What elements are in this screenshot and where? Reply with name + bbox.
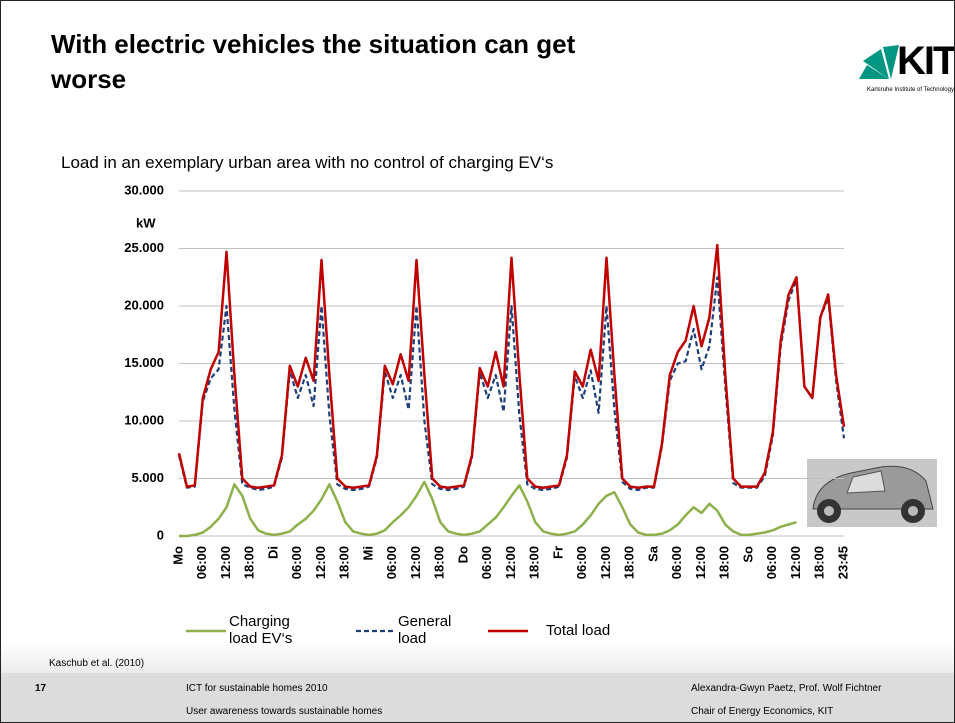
footer-text: ICT for sustainable homes 2010 — [186, 683, 328, 694]
source: Kaschub et al. (2010) — [49, 658, 145, 669]
x-tick-label: 12:00 — [218, 546, 233, 579]
series-line — [177, 276, 846, 492]
footer-text: Alexandra-Gwyn Paetz, Prof. Wolf Fichtne… — [691, 683, 882, 694]
x-tick-label: Di — [265, 546, 280, 559]
legend-label: Total load — [546, 622, 611, 639]
x-tick-label: Do — [455, 546, 470, 563]
car — [807, 459, 937, 527]
x-tick-label: 06:00 — [194, 546, 209, 579]
y-tick-label: 15.000 — [124, 355, 164, 370]
x-tick-label: 18:00 — [242, 546, 257, 579]
x-tick-label: Mo — [170, 546, 185, 565]
x-tick-label: 06:00 — [384, 546, 399, 579]
chart: kW 0 5.000 10.000 15.000 20.000 25.000 30.000 M… — [124, 182, 937, 633]
footer: 17 ICT for sustainable homes 2010 User a… — [1, 673, 954, 722]
series-line — [179, 480, 797, 538]
legend-label: Charging load EV‘s — [229, 613, 293, 647]
x-tick-label: 18:00 — [337, 546, 352, 579]
x-tick-label: 12:00 — [788, 546, 803, 579]
x-tick-label: So — [740, 546, 755, 563]
x-tick-label: 18:00 — [527, 546, 542, 579]
x-tick-label: 18:00 — [622, 546, 637, 579]
x-tick-label: 06:00 — [574, 546, 589, 579]
chart-title: Load in an exemplary urban area with no … — [61, 153, 554, 172]
y-tick-label: 5.000 — [131, 470, 164, 485]
x-tick-label: 12:00 — [503, 546, 518, 579]
slide-title: With electric vehicles the situation can… — [51, 29, 576, 94]
y-tick-label: 0 — [157, 527, 164, 542]
legend-label: General load — [398, 613, 452, 647]
page-number: 17 — [35, 683, 47, 694]
x-tick-label: Mi — [360, 546, 375, 560]
y-tick-label: 25.000 — [124, 240, 164, 255]
series-line — [177, 243, 846, 489]
logo-subtitle: Karlsruhe Institute of Technology — [867, 87, 954, 93]
x-tick-label: Sa — [645, 545, 660, 562]
x-tick-label: 12:00 — [313, 546, 328, 579]
logo-text: KIT — [897, 39, 955, 83]
background-band — [1, 641, 954, 673]
footer-text: User awareness towards sustainable homes — [186, 706, 383, 717]
x-tick-label: 18:00 — [812, 546, 827, 579]
x-tick-label: 06:00 — [669, 546, 684, 579]
x-tick-label: 12:00 — [693, 546, 708, 579]
x-tick-label: 12:00 — [408, 546, 423, 579]
x-tick-label: Fr — [550, 546, 565, 559]
logo-mark — [859, 45, 899, 79]
x-tick-label: 06:00 — [764, 546, 779, 579]
x-tick-label: 18:00 — [432, 546, 447, 579]
x-tick-label: 23:45 — [835, 546, 850, 579]
y-tick-label: 30.000 — [124, 182, 164, 197]
logo: KIT — [859, 39, 954, 88]
y-axis-label: kW — [136, 215, 156, 230]
x-tick-label: 18:00 — [717, 546, 732, 579]
y-tick-label: 20.000 — [124, 297, 164, 312]
y-tick-label: 10.000 — [124, 412, 164, 427]
x-tick-label: 12:00 — [598, 546, 613, 579]
x-tick-label: 06:00 — [289, 546, 304, 579]
x-tick-label: 06:00 — [479, 546, 494, 579]
footer-text: Chair of Energy Economics, KIT — [691, 706, 834, 717]
